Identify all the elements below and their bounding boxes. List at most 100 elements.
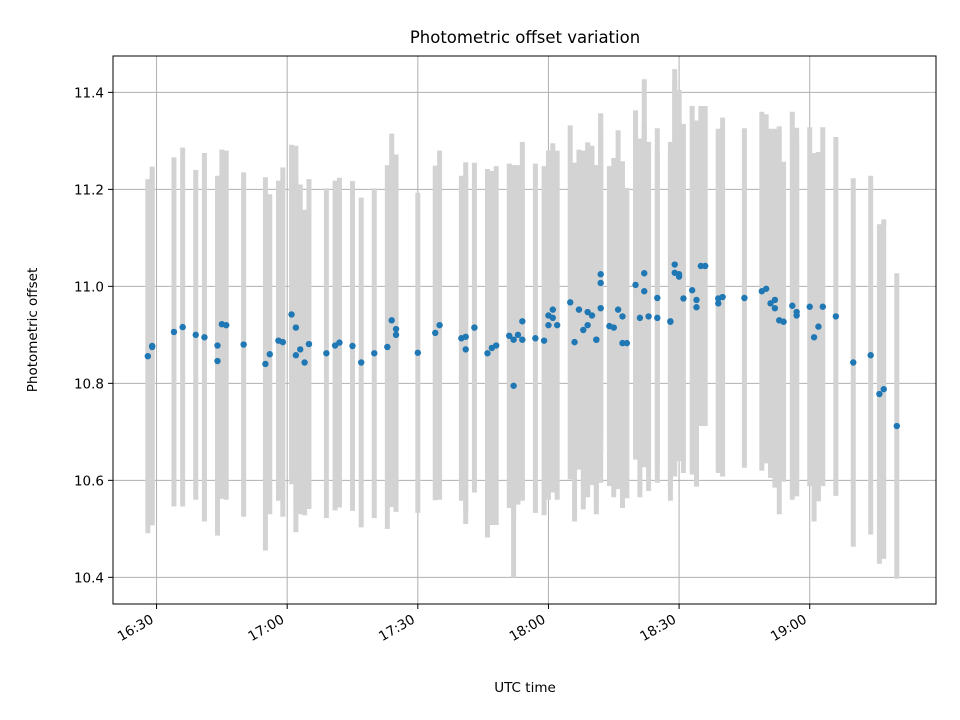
data-point [266, 351, 273, 358]
data-point [510, 336, 517, 343]
data-point [549, 314, 557, 322]
data-point [580, 326, 587, 334]
data-point [641, 288, 648, 295]
data-point [567, 299, 574, 306]
data-point [540, 337, 548, 344]
x-axis-ticks: 16:30 17:00 17:30 18:00 18:30 19:00 [115, 604, 811, 645]
data-point [553, 321, 561, 329]
data-point [693, 296, 700, 304]
data-point [675, 271, 683, 278]
y-axis-ticks: 10.4 10.6 10.8 11.0 11.2 11.4 [74, 85, 113, 586]
y-tick-label: 10.6 [74, 473, 104, 489]
data-point [702, 262, 709, 270]
data-point [571, 338, 578, 346]
x-axis-label: UTC time [494, 680, 556, 696]
data-point [519, 336, 526, 343]
data-point [240, 341, 247, 348]
data-point [462, 346, 469, 353]
y-tick-label: 10.4 [74, 570, 104, 586]
data-point [832, 313, 840, 320]
data-point [323, 350, 330, 357]
data-point [279, 338, 287, 346]
data-point [288, 311, 295, 318]
data-point [693, 304, 700, 311]
data-point [305, 340, 313, 348]
x-tick-label: 18:30 [637, 612, 679, 645]
data-point [597, 271, 604, 278]
data-point [388, 317, 395, 324]
data-point [780, 318, 787, 325]
data-point [549, 306, 557, 313]
data-point [292, 352, 300, 359]
x-tick-label: 19:00 [768, 612, 810, 645]
data-point [715, 300, 722, 307]
data-point [514, 331, 522, 339]
data-points [144, 261, 901, 430]
data-point [179, 323, 186, 331]
data-point [623, 339, 631, 347]
x-tick-label: 16:30 [115, 612, 157, 645]
data-point [867, 352, 874, 359]
data-point [575, 306, 583, 313]
data-point [392, 325, 400, 333]
data-point [880, 385, 887, 393]
data-point [584, 308, 591, 316]
data-point [144, 352, 152, 360]
data-point [297, 346, 304, 353]
data-point [510, 382, 517, 389]
data-point [893, 422, 901, 430]
data-point [432, 329, 439, 337]
data-point [358, 359, 365, 366]
data-point [545, 321, 552, 329]
data-point [632, 281, 639, 289]
data-point [593, 336, 600, 343]
plot-frame [112, 55, 937, 605]
x-tick-label: 17:30 [376, 612, 418, 645]
data-point [192, 331, 199, 339]
data-point [392, 331, 400, 339]
data-point [506, 332, 513, 340]
data-point [301, 359, 308, 366]
data-point [532, 335, 539, 342]
data-point [214, 357, 221, 365]
data-point [610, 324, 617, 331]
data-point [641, 270, 648, 277]
data-point [741, 294, 748, 302]
data-point [384, 343, 391, 351]
data-point [484, 350, 491, 357]
data-point [201, 334, 208, 341]
data-point [462, 333, 469, 340]
data-point [597, 304, 604, 312]
x-tick-label: 18:00 [507, 612, 549, 645]
data-point [223, 321, 230, 329]
data-point [349, 342, 356, 350]
data-point [876, 390, 883, 398]
data-point [815, 323, 822, 330]
data-point [654, 314, 661, 322]
data-point [414, 349, 422, 356]
data-point [336, 339, 343, 346]
data-point [654, 294, 661, 302]
data-point [762, 285, 770, 292]
data-point [789, 302, 796, 309]
data-point [148, 343, 156, 351]
data-point [614, 306, 622, 313]
data-point [810, 334, 818, 341]
data-point [719, 293, 726, 301]
y-axis-label: Photometric offset [25, 268, 41, 392]
chart-title: Photometric offset variation [410, 28, 640, 47]
data-point [262, 360, 269, 368]
data-point [588, 312, 596, 319]
data-point [806, 303, 813, 310]
data-point [292, 324, 300, 331]
data-point [584, 321, 591, 329]
data-point [597, 279, 604, 287]
data-point [170, 328, 178, 336]
data-point [214, 342, 221, 349]
y-tick-label: 11.0 [74, 279, 104, 295]
y-tick-label: 10.8 [74, 376, 104, 392]
data-point [771, 296, 779, 304]
data-point [619, 313, 626, 320]
data-point [688, 287, 696, 294]
